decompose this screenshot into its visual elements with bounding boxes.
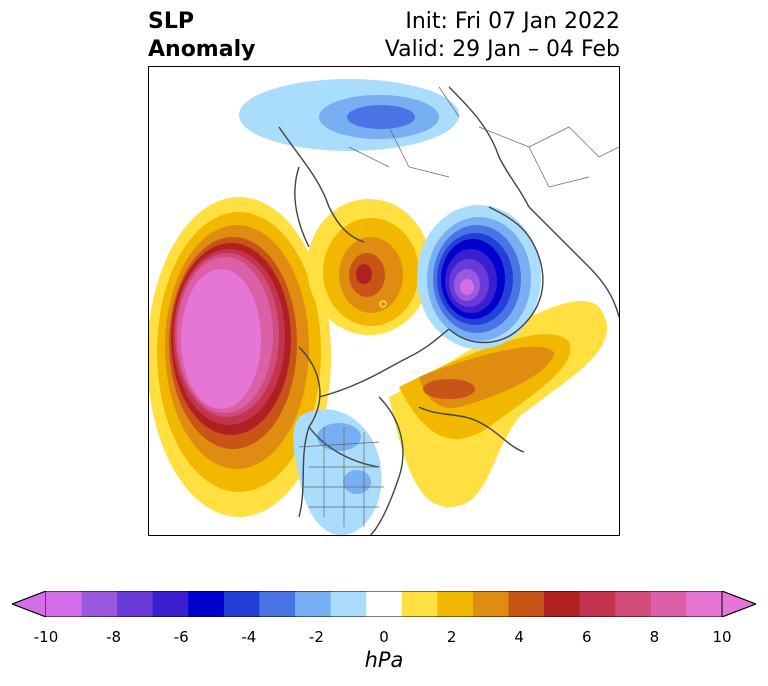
atlantic-positive-anomaly	[389, 300, 608, 507]
colorbar-segment	[579, 591, 616, 617]
colorbar-tick-label: -8	[106, 628, 122, 646]
siberia-negative-anomaly	[417, 205, 541, 349]
colorbar-tick-label: 2	[446, 628, 457, 646]
title-slp: SLP	[148, 9, 194, 34]
colorbar-tick-label: 6	[582, 628, 592, 646]
us-negative-anomaly	[293, 409, 382, 535]
colorbar-tick-label: -10	[33, 628, 59, 646]
colorbar-tick-label: -4	[241, 628, 257, 646]
colorbar-svg	[12, 591, 756, 617]
colorbar-segment	[152, 591, 189, 617]
colorbar-segment	[295, 591, 332, 617]
coastlines	[278, 86, 619, 535]
colorbar-segment	[330, 591, 367, 617]
arctic-positive-anomaly	[307, 199, 431, 335]
colorbar-segment	[223, 591, 260, 617]
colorbar-segment	[401, 591, 438, 617]
colorbar-unit: hPa	[364, 648, 404, 672]
title-left: SLP Anomaly	[148, 8, 255, 64]
colorbar-tick-label: 10	[712, 628, 732, 646]
colorbar	[12, 591, 756, 617]
colorbar-segment	[437, 591, 474, 617]
colorbar-segment	[544, 591, 581, 617]
colorbar-segment	[81, 591, 118, 617]
europe-negative-anomaly	[239, 79, 459, 151]
colorbar-segment	[686, 591, 723, 617]
colorbar-tick-label: -6	[173, 628, 189, 646]
colorbar-segment	[188, 591, 225, 617]
anomaly-map	[149, 79, 619, 535]
pacific-positive-anomaly	[149, 197, 331, 517]
colorbar-tick-label: 0	[379, 628, 389, 646]
colorbar-segment	[259, 591, 296, 617]
map-panel	[148, 66, 620, 536]
colorbar-arrow-high	[721, 591, 756, 617]
colorbar-segment	[46, 591, 83, 617]
colorbar-tick-label: -2	[308, 628, 324, 646]
colorbar-segment	[366, 591, 403, 617]
colorbar-segment	[615, 591, 652, 617]
colorbar-segment	[650, 591, 687, 617]
title-anomaly: Anomaly	[148, 37, 256, 62]
colorbar-segment	[472, 591, 510, 617]
colorbar-arrow-low	[12, 591, 47, 617]
valid-range: Valid: 29 Jan – 04 Feb	[384, 37, 620, 62]
colorbar-segment	[117, 591, 154, 617]
title-right: Init: Fri 07 Jan 2022 Valid: 29 Jan – 04…	[385, 8, 620, 64]
colorbar-tick-label: 8	[649, 628, 660, 646]
map-marker	[379, 300, 387, 308]
init-date: Init: Fri 07 Jan 2022	[405, 9, 620, 34]
colorbar-segment	[508, 591, 545, 617]
country-borders	[298, 86, 619, 527]
colorbar-tick-label: 4	[514, 628, 524, 646]
